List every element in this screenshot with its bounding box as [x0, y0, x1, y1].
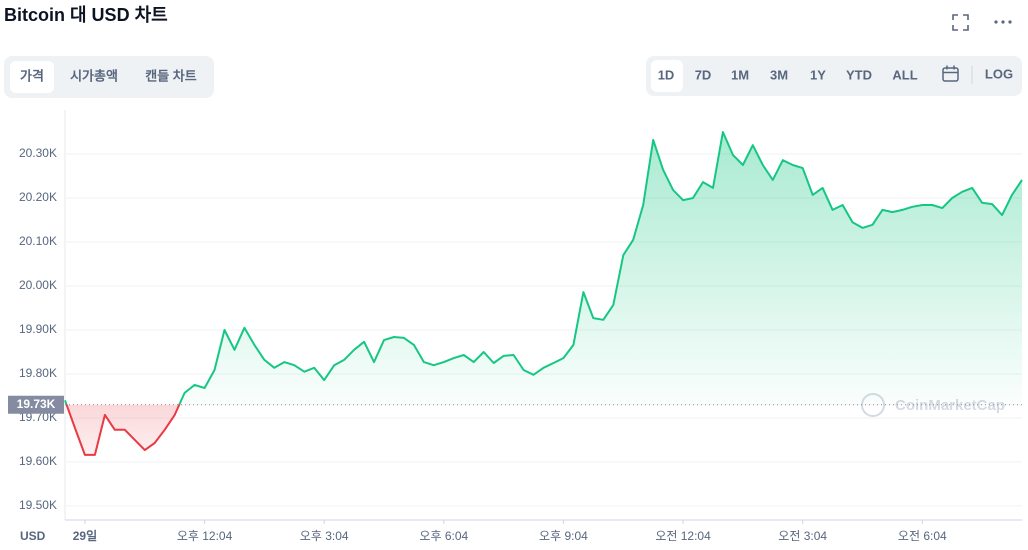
x-tick-label: 오전 6:04: [898, 529, 947, 543]
y-tick-label: 19.80K: [19, 366, 57, 380]
range-button[interactable]: 7D: [695, 67, 712, 82]
range-button[interactable]: ALL: [892, 67, 917, 82]
x-tick-label: 29일: [73, 529, 97, 543]
tab[interactable]: 캔들 차트: [145, 68, 196, 83]
chart-title: Bitcoin 대 USD 차트: [4, 5, 168, 25]
y-unit: USD: [20, 529, 46, 543]
tab[interactable]: 가격: [20, 68, 44, 83]
range-button[interactable]: 1M: [731, 67, 749, 82]
x-tick-label: 오전 12:04: [655, 529, 711, 543]
price-line: [64, 131, 1023, 456]
y-tick-label: 19.50K: [19, 498, 57, 512]
y-tick-label: 20.10K: [19, 234, 57, 248]
x-tick-label: 오후 12:04: [177, 529, 233, 543]
x-tick-label: 오전 3:04: [778, 529, 827, 543]
range-button[interactable]: 1Y: [810, 67, 826, 82]
y-tick-label: 19.60K: [19, 454, 57, 468]
reference-label: 19.73K: [17, 397, 56, 411]
x-tick-label: 오후 6:04: [419, 529, 468, 543]
y-tick-label: 20.00K: [19, 278, 57, 292]
active-range-bg: [651, 60, 683, 92]
fullscreen-icon[interactable]: [952, 14, 969, 31]
y-tick-label: 20.20K: [19, 190, 57, 204]
x-tick-label: 오후 3:04: [300, 529, 349, 543]
area: [65, 132, 1022, 455]
y-tick-label: 19.90K: [19, 322, 57, 336]
more-icon[interactable]: [994, 20, 1012, 24]
range-group: [646, 56, 1022, 96]
y-tick-label: 20.30K: [19, 146, 57, 160]
range-button[interactable]: 1D: [658, 67, 675, 82]
calendar-icon[interactable]: [942, 65, 959, 82]
range-button[interactable]: 3M: [770, 67, 788, 82]
tab[interactable]: 시가총액: [70, 68, 118, 83]
tab-group: [4, 56, 214, 98]
x-tick-label: 오후 9:04: [539, 529, 588, 543]
log-button[interactable]: LOG: [985, 66, 1013, 81]
active-tab-bg: [10, 61, 54, 93]
reference-label-bg: [8, 395, 64, 414]
range-button[interactable]: YTD: [846, 67, 872, 82]
